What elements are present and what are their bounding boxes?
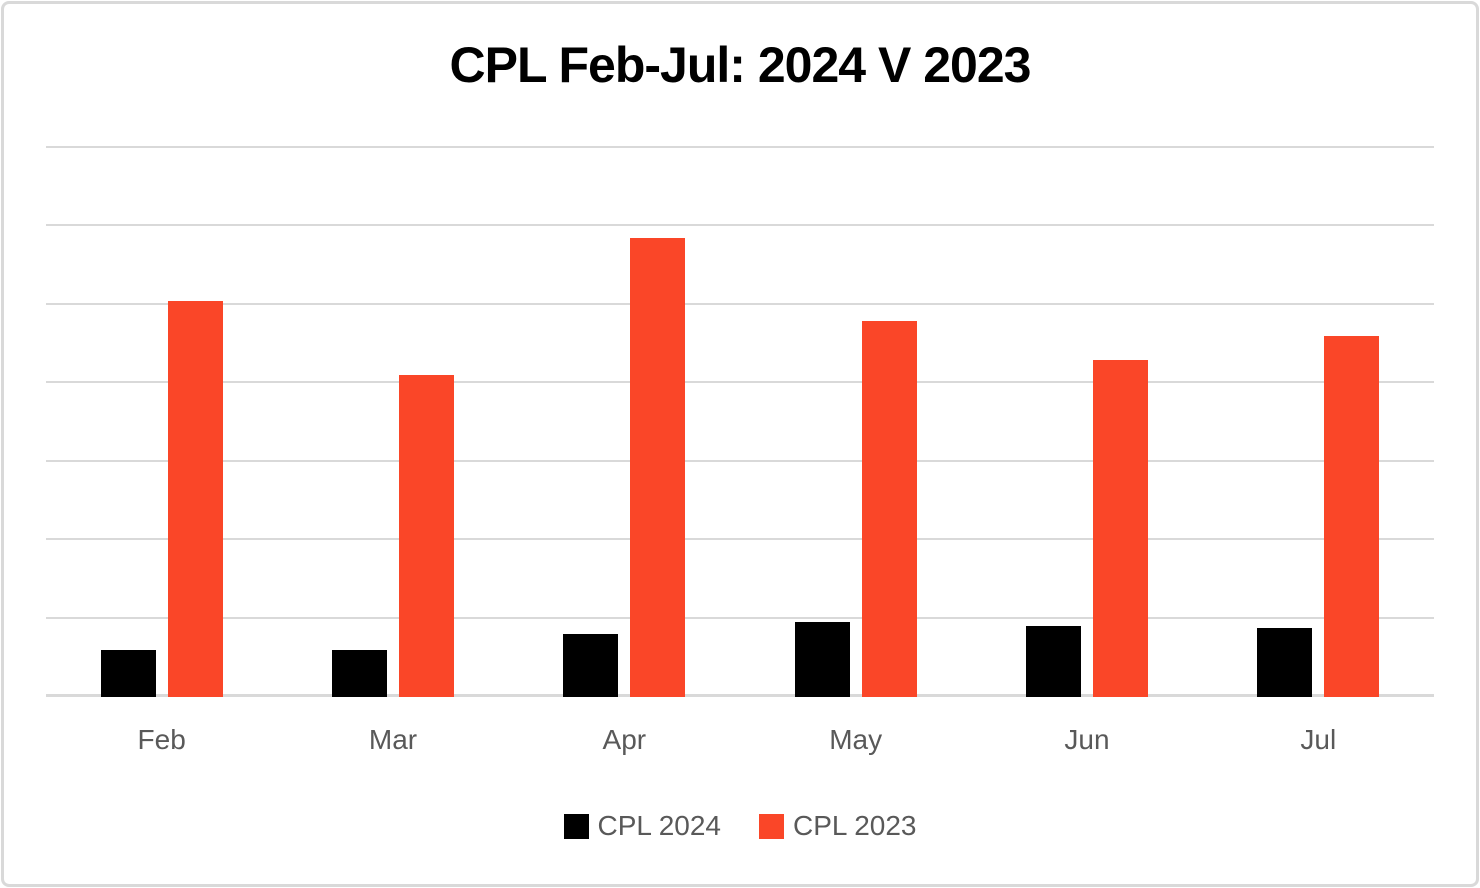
bar-group-mar: [277, 148, 508, 697]
bar-cpl-2024-jun: [1025, 625, 1081, 697]
x-axis-label-jun: Jun: [1064, 724, 1110, 755]
x-axis-label-apr: Apr: [602, 724, 647, 755]
bar-group-may: [740, 148, 971, 697]
legend-label: CPL 2024: [597, 810, 722, 841]
x-axis-labels: Feb Mar Apr May Jun Jul: [46, 724, 1434, 756]
legend-label: CPL 2023: [793, 810, 917, 841]
bar-cpl-2023-mar: [398, 375, 454, 697]
gridline: [46, 146, 1434, 148]
x-axis-label-feb: Feb: [137, 724, 186, 755]
x-axis-label-jul: Jul: [1300, 724, 1337, 755]
bar-cpl-2023-may: [861, 320, 917, 697]
gridline: [46, 224, 1434, 227]
bar-cpl-2024-feb: [100, 649, 156, 697]
bar-cpl-2023-feb: [167, 300, 223, 697]
legend-swatch-icon: [563, 813, 589, 839]
gridline: [46, 302, 1434, 305]
bar-cpl-2024-may: [794, 621, 850, 697]
x-axis-label-mar: Mar: [368, 724, 418, 755]
bar-group-apr: [509, 148, 740, 697]
plot-area: [46, 146, 1434, 697]
x-axis-baseline: [46, 694, 1434, 697]
gridline: [46, 459, 1434, 462]
bar-group-jul: [1203, 148, 1434, 697]
x-axis-label-may: May: [829, 724, 883, 755]
bar-cpl-2024-apr: [563, 634, 619, 697]
bar-cpl-2023-jul: [1324, 336, 1380, 697]
gridline: [46, 616, 1434, 619]
chart-title: CPL Feb-Jul: 2024 V 2023: [449, 37, 1032, 93]
legend: CPL 2024 CPL 2023: [0, 810, 1480, 842]
bar-cpl-2023-apr: [630, 238, 686, 697]
legend-item-cpl-2023: CPL 2023: [759, 810, 917, 842]
bars-container: [46, 148, 1434, 697]
gridline: [46, 538, 1434, 541]
gridline: [46, 381, 1434, 384]
bar-cpl-2023-jun: [1092, 359, 1148, 697]
bar-group-jun: [971, 148, 1202, 697]
legend-swatch-icon: [759, 813, 784, 839]
bar-group-feb: [46, 148, 277, 697]
bar-cpl-2024-jul: [1257, 627, 1313, 697]
legend-item-cpl-2024: CPL 2024: [563, 810, 722, 842]
bar-cpl-2024-mar: [331, 649, 387, 697]
